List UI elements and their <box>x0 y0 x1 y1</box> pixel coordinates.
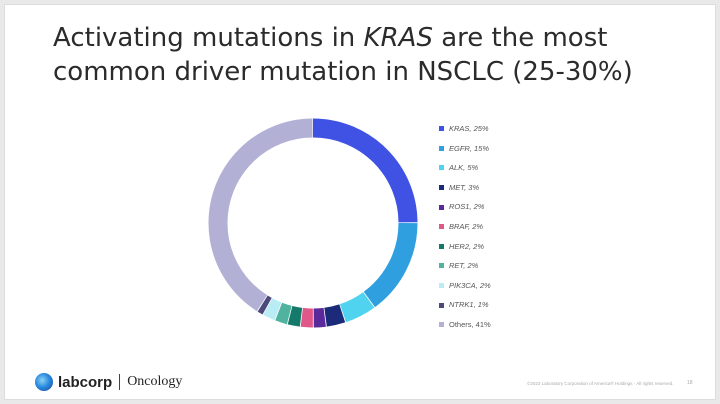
chart-legend: KRAS, 25% EGFR, 15% ALK, 5% MET, 3% ROS1, 2%… <box>439 119 491 335</box>
legend-item: PIK3CA, 2% <box>439 276 491 296</box>
legend-label: ALK, 5% <box>449 163 479 173</box>
legend-swatch <box>439 185 444 191</box>
legend-label: NTRK1, 1% <box>449 300 489 310</box>
legend-item: ALK, 5% <box>439 158 491 178</box>
legend-swatch <box>439 283 444 289</box>
labcorp-logo: labcorp Oncology <box>35 373 182 391</box>
title-text-start: Activating mutations in <box>53 23 364 53</box>
legend-item: MET, 3% <box>439 178 491 198</box>
legend-item: ROS1, 2% <box>439 197 491 217</box>
legend-item: RET, 2% <box>439 256 491 276</box>
business-unit: Oncology <box>127 374 183 389</box>
slide-title: Activating mutations in KRAS are the mos… <box>53 21 693 89</box>
copyright-footer: ©2023 Laboratory Corporation of America®… <box>527 381 674 386</box>
legend-swatch <box>439 322 444 328</box>
page-number: 18 <box>687 380 693 386</box>
legend-label: KRAS, 25% <box>449 124 489 133</box>
legend-label: BRAF, 2% <box>449 221 484 231</box>
brand-name: labcorp <box>58 373 113 391</box>
legend-item: EGFR, 15% <box>439 139 491 159</box>
legend-label: RET, 2% <box>449 261 479 271</box>
donut-chart <box>208 118 418 328</box>
legend-swatch <box>439 243 444 249</box>
legend-swatch <box>439 224 444 230</box>
logo-divider <box>119 374 121 390</box>
legend-swatch <box>439 302 444 308</box>
legend-swatch <box>439 165 444 171</box>
title-text-end: are the most common driver mutation in N… <box>53 23 633 87</box>
legend-label: Others, 41% <box>449 319 491 329</box>
legend-label: ROS1, 2% <box>449 202 485 212</box>
legend-swatch <box>439 126 444 132</box>
legend-label: PIK3CA, 2% <box>449 280 491 290</box>
legend-item: Others, 41% <box>439 315 491 335</box>
labcorp-logo-icon <box>35 373 53 391</box>
legend-item: BRAF, 2% <box>439 217 491 237</box>
legend-item: NTRK1, 1% <box>439 295 491 315</box>
legend-label: HER2, 2% <box>449 241 485 251</box>
donut-slice-10 <box>208 118 418 328</box>
legend-label: EGFR, 15% <box>449 143 490 153</box>
legend-swatch <box>439 204 444 210</box>
legend-item: KRAS, 25% <box>439 119 491 139</box>
slide: Activating mutations in KRAS are the mos… <box>4 4 716 400</box>
legend-label: MET, 3% <box>449 182 480 192</box>
legend-swatch <box>439 263 444 269</box>
legend-item: HER2, 2% <box>439 237 491 257</box>
legend-swatch <box>439 145 444 151</box>
title-gene-name: KRAS <box>363 23 433 53</box>
